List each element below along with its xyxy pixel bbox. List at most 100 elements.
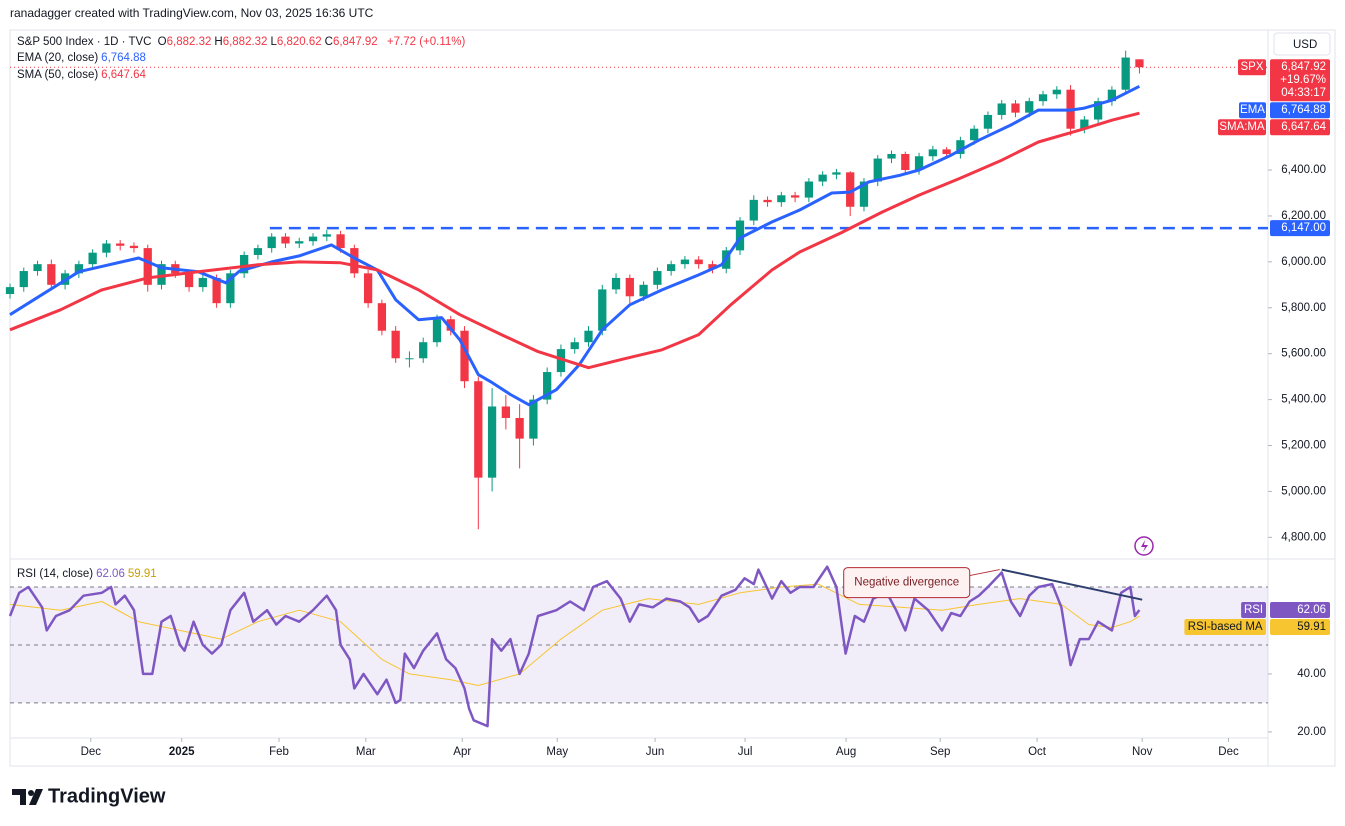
- rsi-title: RSI (14, close): [17, 568, 94, 580]
- x-tick-label: Dec: [1218, 746, 1239, 758]
- rsi-legend: RSI (14, close) 62.06 59.91: [17, 566, 160, 582]
- candle-body: [1093, 101, 1103, 120]
- candle-body: [129, 245, 139, 249]
- candle-body: [501, 406, 510, 418]
- x-tick-label: Dec: [81, 746, 102, 758]
- candle-body: [887, 153, 896, 159]
- candle-body: [790, 195, 800, 198]
- candle-body: [487, 406, 497, 478]
- badge-tag-label: RSI: [1244, 604, 1263, 616]
- candle-body: [846, 172, 855, 207]
- y-tick-label: 5,800.00: [1281, 302, 1326, 314]
- price-badge-label: 6,147.00: [1281, 222, 1326, 234]
- badge-tag-label: EMA: [1240, 104, 1265, 116]
- frame: [9, 29, 1336, 767]
- x-tick-label: Nov: [1132, 746, 1153, 758]
- badge-tag: [1184, 618, 1266, 635]
- candle-body: [336, 234, 345, 249]
- candle-body: [143, 248, 152, 285]
- candle-body: [198, 277, 207, 288]
- x-tick-label: Feb: [269, 746, 289, 758]
- ohlc-value: 6,882.32: [166, 36, 212, 48]
- y-tick-label: 5,400.00: [1281, 394, 1326, 406]
- candle-body: [942, 149, 951, 154]
- candle-body: [667, 264, 676, 272]
- candle-body: [446, 319, 455, 331]
- candle-body: [350, 248, 359, 274]
- candle-body: [1080, 119, 1089, 129]
- ohlc-key: C: [324, 36, 333, 48]
- price-badge: [1270, 102, 1330, 119]
- candle-body: [212, 277, 221, 304]
- candle-body: [405, 358, 414, 360]
- alert-icon[interactable]: [1134, 536, 1154, 556]
- y-tick-label: 6,400.00: [1281, 164, 1326, 176]
- badge-tag: [1239, 102, 1266, 119]
- candle-body: [33, 264, 42, 272]
- ohlc-key: L: [270, 36, 277, 48]
- candle-body: [997, 103, 1006, 115]
- candle-body: [1052, 89, 1061, 95]
- price-badge-label: 6,764.88: [1281, 104, 1326, 116]
- candle-body: [639, 284, 648, 297]
- x-tick-label: Apr: [453, 746, 471, 758]
- badge-tag-label: RSI-based MA: [1188, 621, 1263, 633]
- candle-body: [322, 234, 331, 237]
- candle-body: [928, 149, 937, 157]
- candle-body: [1038, 94, 1048, 102]
- candle-body: [735, 220, 745, 251]
- annotation-box: [843, 567, 971, 599]
- ohlc-value: 6,847.92: [332, 36, 378, 48]
- candle-body: [102, 243, 111, 253]
- candle-body: [970, 128, 979, 141]
- sma-legend: SMA (50, close) 6,647.64: [17, 67, 149, 83]
- sma-name: SMA (50, close): [17, 69, 99, 81]
- price-badge-label: 6,847.92: [1281, 61, 1326, 73]
- price-badge: [1270, 601, 1330, 618]
- candle-body: [1011, 103, 1020, 113]
- candle-body: [598, 289, 607, 331]
- x-tick-label: Sep: [930, 746, 950, 758]
- y-tick-label: 5,600.00: [1281, 348, 1326, 360]
- x-tick-label: Aug: [836, 746, 856, 758]
- ema-legend: EMA (20, close) 6,764.88: [17, 50, 149, 66]
- change: +7.72 (+0.11%): [386, 36, 466, 48]
- badge-tag: [1241, 601, 1266, 618]
- annotation-text: Negative divergence: [854, 577, 959, 589]
- y-tick-label: 20.00: [1297, 726, 1326, 738]
- candle-body: [157, 264, 166, 285]
- rsi-value: 62.06: [96, 568, 125, 580]
- candle-body: [295, 241, 304, 244]
- candle-body: [1121, 57, 1130, 90]
- moving-average: [9, 84, 1141, 407]
- candle-body: [74, 264, 84, 274]
- candle-body: [749, 199, 758, 221]
- x-tick-label: May: [546, 746, 568, 758]
- candle-body: [832, 172, 841, 175]
- candle-body: [253, 248, 263, 255]
- price-badge-label: 6,647.64: [1281, 121, 1326, 133]
- candle-body: [460, 330, 469, 382]
- candle-body: [956, 140, 965, 154]
- candle-body: [859, 181, 869, 207]
- badge-tag: [1238, 59, 1266, 76]
- candle-body: [308, 236, 318, 242]
- y-tick-label: 5,000.00: [1281, 485, 1326, 497]
- x-tick-label: Jul: [738, 746, 753, 758]
- candle-body: [240, 254, 249, 274]
- candle-body: [708, 264, 717, 269]
- candle-body: [694, 259, 703, 265]
- candle-body: [391, 330, 400, 359]
- price-badge-label: 59.91: [1297, 621, 1326, 633]
- annotation-connector: [969, 569, 1000, 577]
- currency-box[interactable]: [1273, 32, 1331, 56]
- candle-body: [804, 181, 814, 198]
- ema-name: EMA (20, close): [17, 52, 99, 64]
- candle-body: [611, 277, 621, 290]
- price-badge: [1270, 618, 1330, 635]
- rsi-ma-value: 59.91: [127, 568, 157, 580]
- candle-body: [556, 349, 566, 373]
